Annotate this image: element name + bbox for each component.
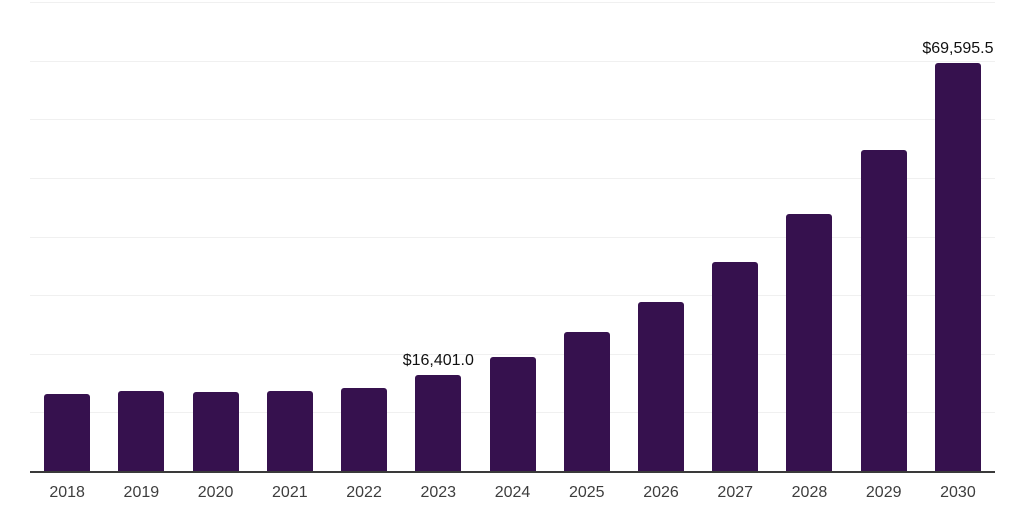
gridline <box>30 295 995 297</box>
x-axis-label-2019: 2019 <box>123 483 160 501</box>
x-axis-label-2022: 2022 <box>346 483 382 501</box>
bar-column-2029 <box>847 2 921 471</box>
x-axis-label-2023: 2023 <box>420 483 457 501</box>
bar-column-2030: $69,595.5 <box>921 2 995 471</box>
bar-column-2021 <box>253 2 327 471</box>
bar-2029[interactable] <box>860 149 907 471</box>
bar-column-2018 <box>30 2 104 471</box>
bar-column-2023: $16,401.0 <box>401 2 475 471</box>
bar-column-2026 <box>624 2 698 471</box>
bar-2026[interactable] <box>637 302 684 471</box>
gridline <box>30 2 995 3</box>
bar-column-2019 <box>104 2 178 471</box>
x-axis-label-2029: 2029 <box>865 483 902 501</box>
x-axis-label-2025: 2025 <box>568 483 605 501</box>
bar-2027[interactable] <box>712 262 759 471</box>
bar-column-2024 <box>475 2 549 471</box>
gridline <box>30 119 995 121</box>
x-axis-label-2018: 2018 <box>49 483 85 501</box>
x-axis-label-2024: 2024 <box>494 483 531 501</box>
gridline <box>30 353 995 355</box>
bar-2022[interactable] <box>341 387 388 471</box>
bar-2018[interactable] <box>44 393 91 471</box>
x-axis-label-2028: 2028 <box>791 483 828 501</box>
x-axis-label-2027: 2027 <box>717 483 754 501</box>
bar-2030[interactable] <box>934 63 981 471</box>
x-axis-label-2030: 2030 <box>940 483 976 501</box>
bar-column-2020 <box>178 2 252 471</box>
bar-value-label-2030: $69,595.5 <box>922 40 994 57</box>
x-axis-label-2021: 2021 <box>272 483 308 501</box>
gridline <box>30 236 995 238</box>
bar-column-2022 <box>327 2 401 471</box>
x-axis-labels: 2018 2019 2020 2021 2022 2023 2024 2025 2026 2027… <box>30 473 995 512</box>
bar-2023[interactable] <box>415 374 462 471</box>
plot-area: $16,401.0 $69,595.5 <box>30 2 995 473</box>
bar-2028[interactable] <box>786 213 833 471</box>
bar-column-2028 <box>772 2 846 471</box>
x-axis-label-2026: 2026 <box>643 483 679 501</box>
gridline <box>30 60 995 62</box>
bar-2020[interactable] <box>192 392 239 471</box>
bar-2021[interactable] <box>266 390 313 471</box>
x-axis-label-2020: 2020 <box>197 483 234 501</box>
bar-2019[interactable] <box>118 390 165 471</box>
bar-column-2027 <box>698 2 772 471</box>
bar-value-label-2023: $16,401.0 <box>402 351 474 369</box>
gridline <box>30 177 995 179</box>
bars: $16,401.0 $69,595.5 <box>30 2 995 471</box>
bar-column-2025 <box>550 2 624 471</box>
bar-2025[interactable] <box>563 332 610 471</box>
bar-2024[interactable] <box>489 356 536 471</box>
